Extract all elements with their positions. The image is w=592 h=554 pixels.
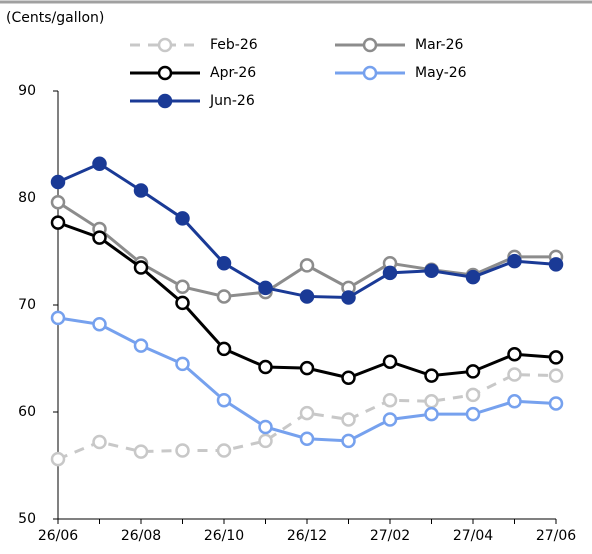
data-point [299, 289, 315, 304]
y-tick-label: 50 [18, 511, 36, 527]
data-point [548, 350, 564, 365]
y-axis-label: (Cents/gallon) [6, 10, 104, 26]
data-point [258, 280, 273, 296]
data-point [548, 396, 564, 411]
data-point [50, 195, 66, 210]
x-tick-label: 26/06 [38, 528, 78, 544]
legend-label: Jun-26 [209, 93, 255, 109]
y-tick-label: 80 [18, 190, 36, 206]
x-tick-label: 26/10 [204, 528, 244, 544]
data-point [341, 412, 356, 427]
series-line [57, 162, 557, 300]
data-point [507, 253, 522, 269]
data-point [424, 394, 439, 409]
x-tick-label: 27/04 [453, 528, 493, 544]
data-point [299, 258, 315, 273]
legend-marker [157, 37, 173, 53]
y-tick-label: 90 [18, 83, 36, 99]
data-point [92, 230, 107, 245]
data-point [299, 405, 315, 421]
legend-marker [362, 65, 378, 81]
data-point [216, 443, 232, 458]
data-point [507, 367, 522, 382]
data-point [299, 431, 315, 446]
legend-label: Mar-26 [415, 37, 463, 53]
data-point [133, 260, 149, 275]
data-point [50, 215, 66, 230]
data-point [175, 443, 190, 458]
data-point [507, 346, 522, 362]
data-point [175, 295, 190, 311]
data-point [382, 412, 398, 427]
data-point [133, 338, 149, 353]
data-point [50, 310, 66, 326]
legend-label: Apr-26 [210, 65, 256, 81]
data-point [216, 256, 232, 271]
data-point [216, 341, 232, 357]
series-line [57, 201, 556, 298]
data-point [548, 368, 564, 383]
data-point [382, 354, 398, 369]
data-point [258, 359, 273, 375]
legend-marker [157, 93, 173, 109]
data-point [341, 433, 356, 449]
data-point [216, 392, 232, 408]
data-point [465, 387, 481, 403]
data-point [341, 370, 356, 386]
data-point [424, 368, 439, 383]
data-point [424, 263, 439, 279]
data-point [548, 257, 564, 272]
y-tick-label: 70 [18, 297, 36, 313]
legend-label: Feb-26 [210, 37, 258, 53]
y-tick-label: 60 [18, 404, 36, 420]
x-tick-label: 27/02 [370, 528, 410, 544]
data-point [175, 356, 190, 372]
data-point [92, 156, 107, 172]
data-point [258, 433, 273, 449]
data-point [299, 360, 315, 376]
data-point [382, 392, 398, 408]
legend-label: May-26 [415, 65, 467, 81]
x-tick-label: 26/12 [287, 528, 327, 544]
data-point [133, 183, 149, 198]
data-point [175, 211, 190, 226]
data-point [424, 406, 439, 422]
data-point [258, 419, 273, 435]
data-point [382, 265, 398, 281]
data-point [341, 290, 356, 305]
legend-marker [362, 37, 378, 53]
data-point [216, 289, 232, 304]
data-point [507, 394, 522, 409]
data-point [175, 279, 190, 295]
x-tick-label: 26/08 [121, 528, 161, 544]
data-point [50, 174, 66, 190]
data-point [92, 317, 107, 332]
legend-marker [157, 65, 173, 81]
data-point [92, 434, 107, 450]
series-line [57, 316, 557, 443]
data-point [133, 444, 149, 459]
data-point [465, 364, 481, 379]
data-point [50, 451, 66, 467]
data-point [465, 269, 481, 285]
x-tick-label: 27/06 [536, 528, 576, 544]
data-point [465, 406, 481, 422]
